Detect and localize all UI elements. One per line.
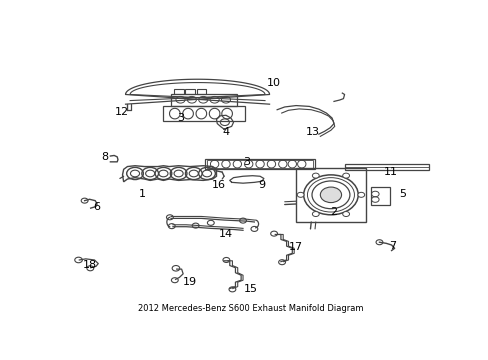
Text: 12: 12 <box>115 108 128 117</box>
Text: 3: 3 <box>243 157 250 167</box>
Text: 11: 11 <box>383 167 397 177</box>
Circle shape <box>297 192 304 197</box>
Circle shape <box>342 173 349 178</box>
Text: 19: 19 <box>183 276 197 287</box>
Bar <box>171 94 237 105</box>
Bar <box>296 168 366 222</box>
Text: 6: 6 <box>93 202 101 212</box>
Bar <box>185 89 195 94</box>
Text: 10: 10 <box>266 78 280 89</box>
Text: 17: 17 <box>288 242 303 252</box>
Circle shape <box>312 212 319 216</box>
Text: 15: 15 <box>243 284 257 293</box>
Text: 4: 4 <box>222 127 229 137</box>
Text: 7: 7 <box>388 240 395 251</box>
Text: 16: 16 <box>211 180 225 190</box>
Text: 13: 13 <box>305 127 320 137</box>
Circle shape <box>320 187 341 203</box>
Circle shape <box>342 212 349 216</box>
Bar <box>174 89 183 94</box>
Text: 5: 5 <box>398 189 405 199</box>
Text: 8: 8 <box>101 152 108 162</box>
Bar <box>205 159 314 169</box>
Text: 9: 9 <box>258 180 265 190</box>
Bar <box>196 89 206 94</box>
Text: 1: 1 <box>139 189 146 199</box>
Bar <box>206 160 312 168</box>
Text: 2: 2 <box>330 207 337 217</box>
Bar <box>345 164 428 170</box>
Text: 14: 14 <box>219 229 233 239</box>
Text: 2012 Mercedes-Benz S600 Exhaust Manifold Diagram: 2012 Mercedes-Benz S600 Exhaust Manifold… <box>138 305 363 314</box>
Bar <box>163 107 244 121</box>
Text: 3: 3 <box>177 113 183 123</box>
Bar <box>370 186 389 205</box>
Circle shape <box>312 173 319 178</box>
Text: 18: 18 <box>82 260 97 270</box>
Circle shape <box>357 192 364 197</box>
